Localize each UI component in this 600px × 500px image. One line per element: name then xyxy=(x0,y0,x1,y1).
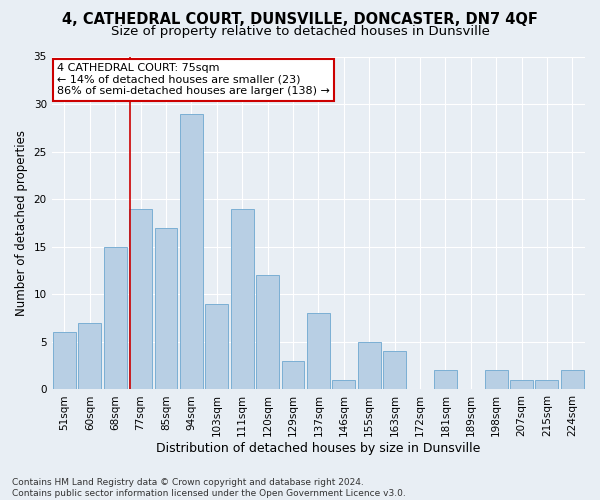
Text: 4 CATHEDRAL COURT: 75sqm
← 14% of detached houses are smaller (23)
86% of semi-d: 4 CATHEDRAL COURT: 75sqm ← 14% of detach… xyxy=(57,63,330,96)
Bar xyxy=(205,304,228,390)
Bar xyxy=(155,228,178,390)
Bar xyxy=(434,370,457,390)
Bar xyxy=(307,314,330,390)
Text: Size of property relative to detached houses in Dunsville: Size of property relative to detached ho… xyxy=(110,25,490,38)
Bar xyxy=(79,323,101,390)
Y-axis label: Number of detached properties: Number of detached properties xyxy=(15,130,28,316)
Bar xyxy=(510,380,533,390)
Bar xyxy=(383,352,406,390)
Bar xyxy=(358,342,380,390)
Bar xyxy=(332,380,355,390)
Bar xyxy=(281,361,304,390)
Bar xyxy=(129,208,152,390)
Bar xyxy=(104,247,127,390)
Bar xyxy=(485,370,508,390)
Bar xyxy=(180,114,203,390)
Bar xyxy=(535,380,559,390)
Bar xyxy=(231,208,254,390)
Bar xyxy=(53,332,76,390)
Bar xyxy=(561,370,584,390)
Text: Contains HM Land Registry data © Crown copyright and database right 2024.
Contai: Contains HM Land Registry data © Crown c… xyxy=(12,478,406,498)
Bar xyxy=(256,276,279,390)
Text: 4, CATHEDRAL COURT, DUNSVILLE, DONCASTER, DN7 4QF: 4, CATHEDRAL COURT, DUNSVILLE, DONCASTER… xyxy=(62,12,538,28)
X-axis label: Distribution of detached houses by size in Dunsville: Distribution of detached houses by size … xyxy=(156,442,481,455)
